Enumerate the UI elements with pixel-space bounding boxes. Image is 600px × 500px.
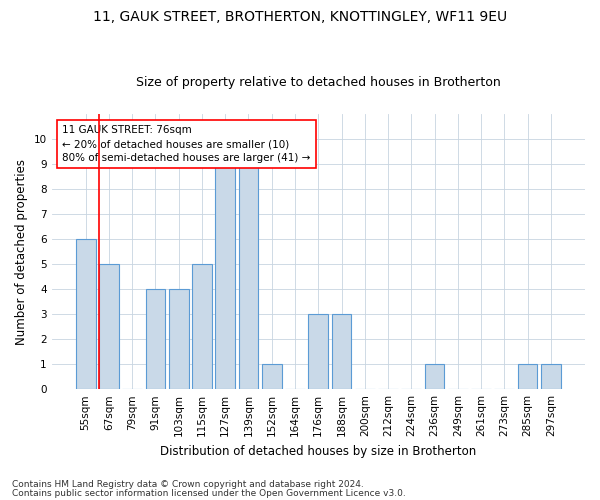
Bar <box>192 264 212 389</box>
Text: Contains HM Land Registry data © Crown copyright and database right 2024.: Contains HM Land Registry data © Crown c… <box>12 480 364 489</box>
Text: 11, GAUK STREET, BROTHERTON, KNOTTINGLEY, WF11 9EU: 11, GAUK STREET, BROTHERTON, KNOTTINGLEY… <box>93 10 507 24</box>
Bar <box>425 364 445 389</box>
Bar <box>308 314 328 389</box>
Y-axis label: Number of detached properties: Number of detached properties <box>15 158 28 344</box>
Text: 11 GAUK STREET: 76sqm
← 20% of detached houses are smaller (10)
80% of semi-deta: 11 GAUK STREET: 76sqm ← 20% of detached … <box>62 126 311 164</box>
Bar <box>146 289 166 389</box>
Bar <box>541 364 561 389</box>
Bar <box>99 264 119 389</box>
Bar <box>169 289 188 389</box>
Bar <box>518 364 538 389</box>
Bar <box>215 164 235 389</box>
Title: Size of property relative to detached houses in Brotherton: Size of property relative to detached ho… <box>136 76 500 90</box>
Bar <box>76 239 95 389</box>
Text: Contains public sector information licensed under the Open Government Licence v3: Contains public sector information licen… <box>12 488 406 498</box>
Bar <box>332 314 352 389</box>
Bar <box>239 164 259 389</box>
X-axis label: Distribution of detached houses by size in Brotherton: Distribution of detached houses by size … <box>160 444 476 458</box>
Bar <box>262 364 281 389</box>
